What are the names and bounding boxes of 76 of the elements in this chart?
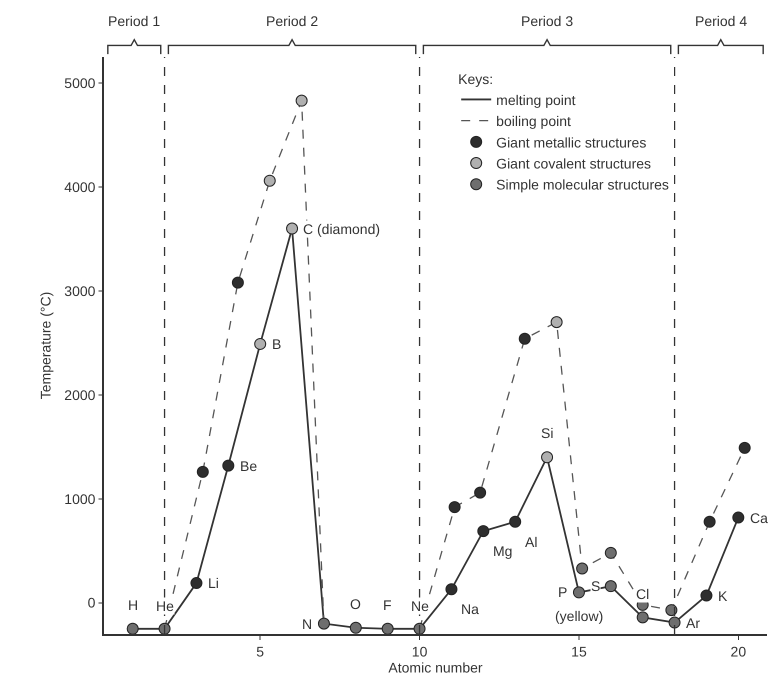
annotation: Na [461,601,480,617]
y-tick-label: 3000 [64,282,96,299]
point [318,618,330,630]
x-tick-label: 10 [412,644,428,660]
y-tick-label: 0 [88,594,96,611]
y-tick-label: 4000 [64,178,96,195]
point [254,338,266,350]
point [604,580,617,592]
annotation: Be [240,458,258,474]
annotation: Ca [750,510,768,526]
text: Period 2 [266,13,318,29]
annotation: B [272,336,282,352]
annotation: (yellow) [555,608,604,624]
annotation: N [302,616,312,632]
point [286,222,298,235]
legend-label: Giant metallic structures [496,134,646,150]
point [196,466,209,478]
point [738,442,751,454]
annotation: Ar [686,615,700,631]
x-axis-title: Atomic number [388,660,483,676]
annotation: O [350,596,361,612]
text: Period 4 [695,13,748,29]
point [477,525,490,538]
y-axis-title: Temperature (°C) [37,292,54,400]
point [190,577,202,590]
annotation: C (diamond) [303,221,380,237]
annotation: F [383,597,392,613]
annotation: K [718,588,728,604]
point [518,332,531,345]
point [704,516,716,528]
point [222,460,234,472]
point [550,316,563,328]
legend-label: Giant covalent structures [496,156,652,172]
point [264,174,276,187]
annotation: S [591,578,600,594]
legend-label: boiling point [496,113,572,130]
point [232,276,244,289]
annotation: Li [208,575,219,591]
point [445,583,458,596]
point [448,501,461,514]
annotation: H [128,597,138,613]
annotation: Al [525,534,538,550]
point [474,486,486,499]
point [732,512,744,524]
legend-label: Simple molecular structures [496,176,669,193]
point [636,611,649,624]
point [668,616,681,629]
point [509,516,522,528]
point [572,586,585,598]
annotation: Mg [493,543,512,559]
annotation: P [558,584,568,600]
y-tick-label: 5000 [64,74,96,91]
x-tick-label: 20 [730,644,746,660]
point [296,94,308,107]
point [350,622,362,634]
y-tick-label: 2000 [64,386,96,403]
x-tick-label: 5 [256,644,264,660]
point [541,451,554,464]
annotation: Ne [411,598,430,614]
annotation: Cl [636,586,650,602]
point [382,622,394,634]
annotation: Si [541,425,554,441]
y-tick-label: 1000 [64,490,96,507]
point [126,622,139,634]
text: Period 1 [108,13,160,29]
x-tick-label: 15 [571,644,587,660]
point [700,590,712,602]
annotation: He [156,598,174,614]
legend-title: Keys: [458,70,494,87]
legend-label: melting point [496,92,576,108]
point [604,546,617,559]
point [158,622,171,634]
point [414,622,426,634]
text: Period 3 [521,13,574,29]
point [576,562,588,574]
point [665,604,678,616]
